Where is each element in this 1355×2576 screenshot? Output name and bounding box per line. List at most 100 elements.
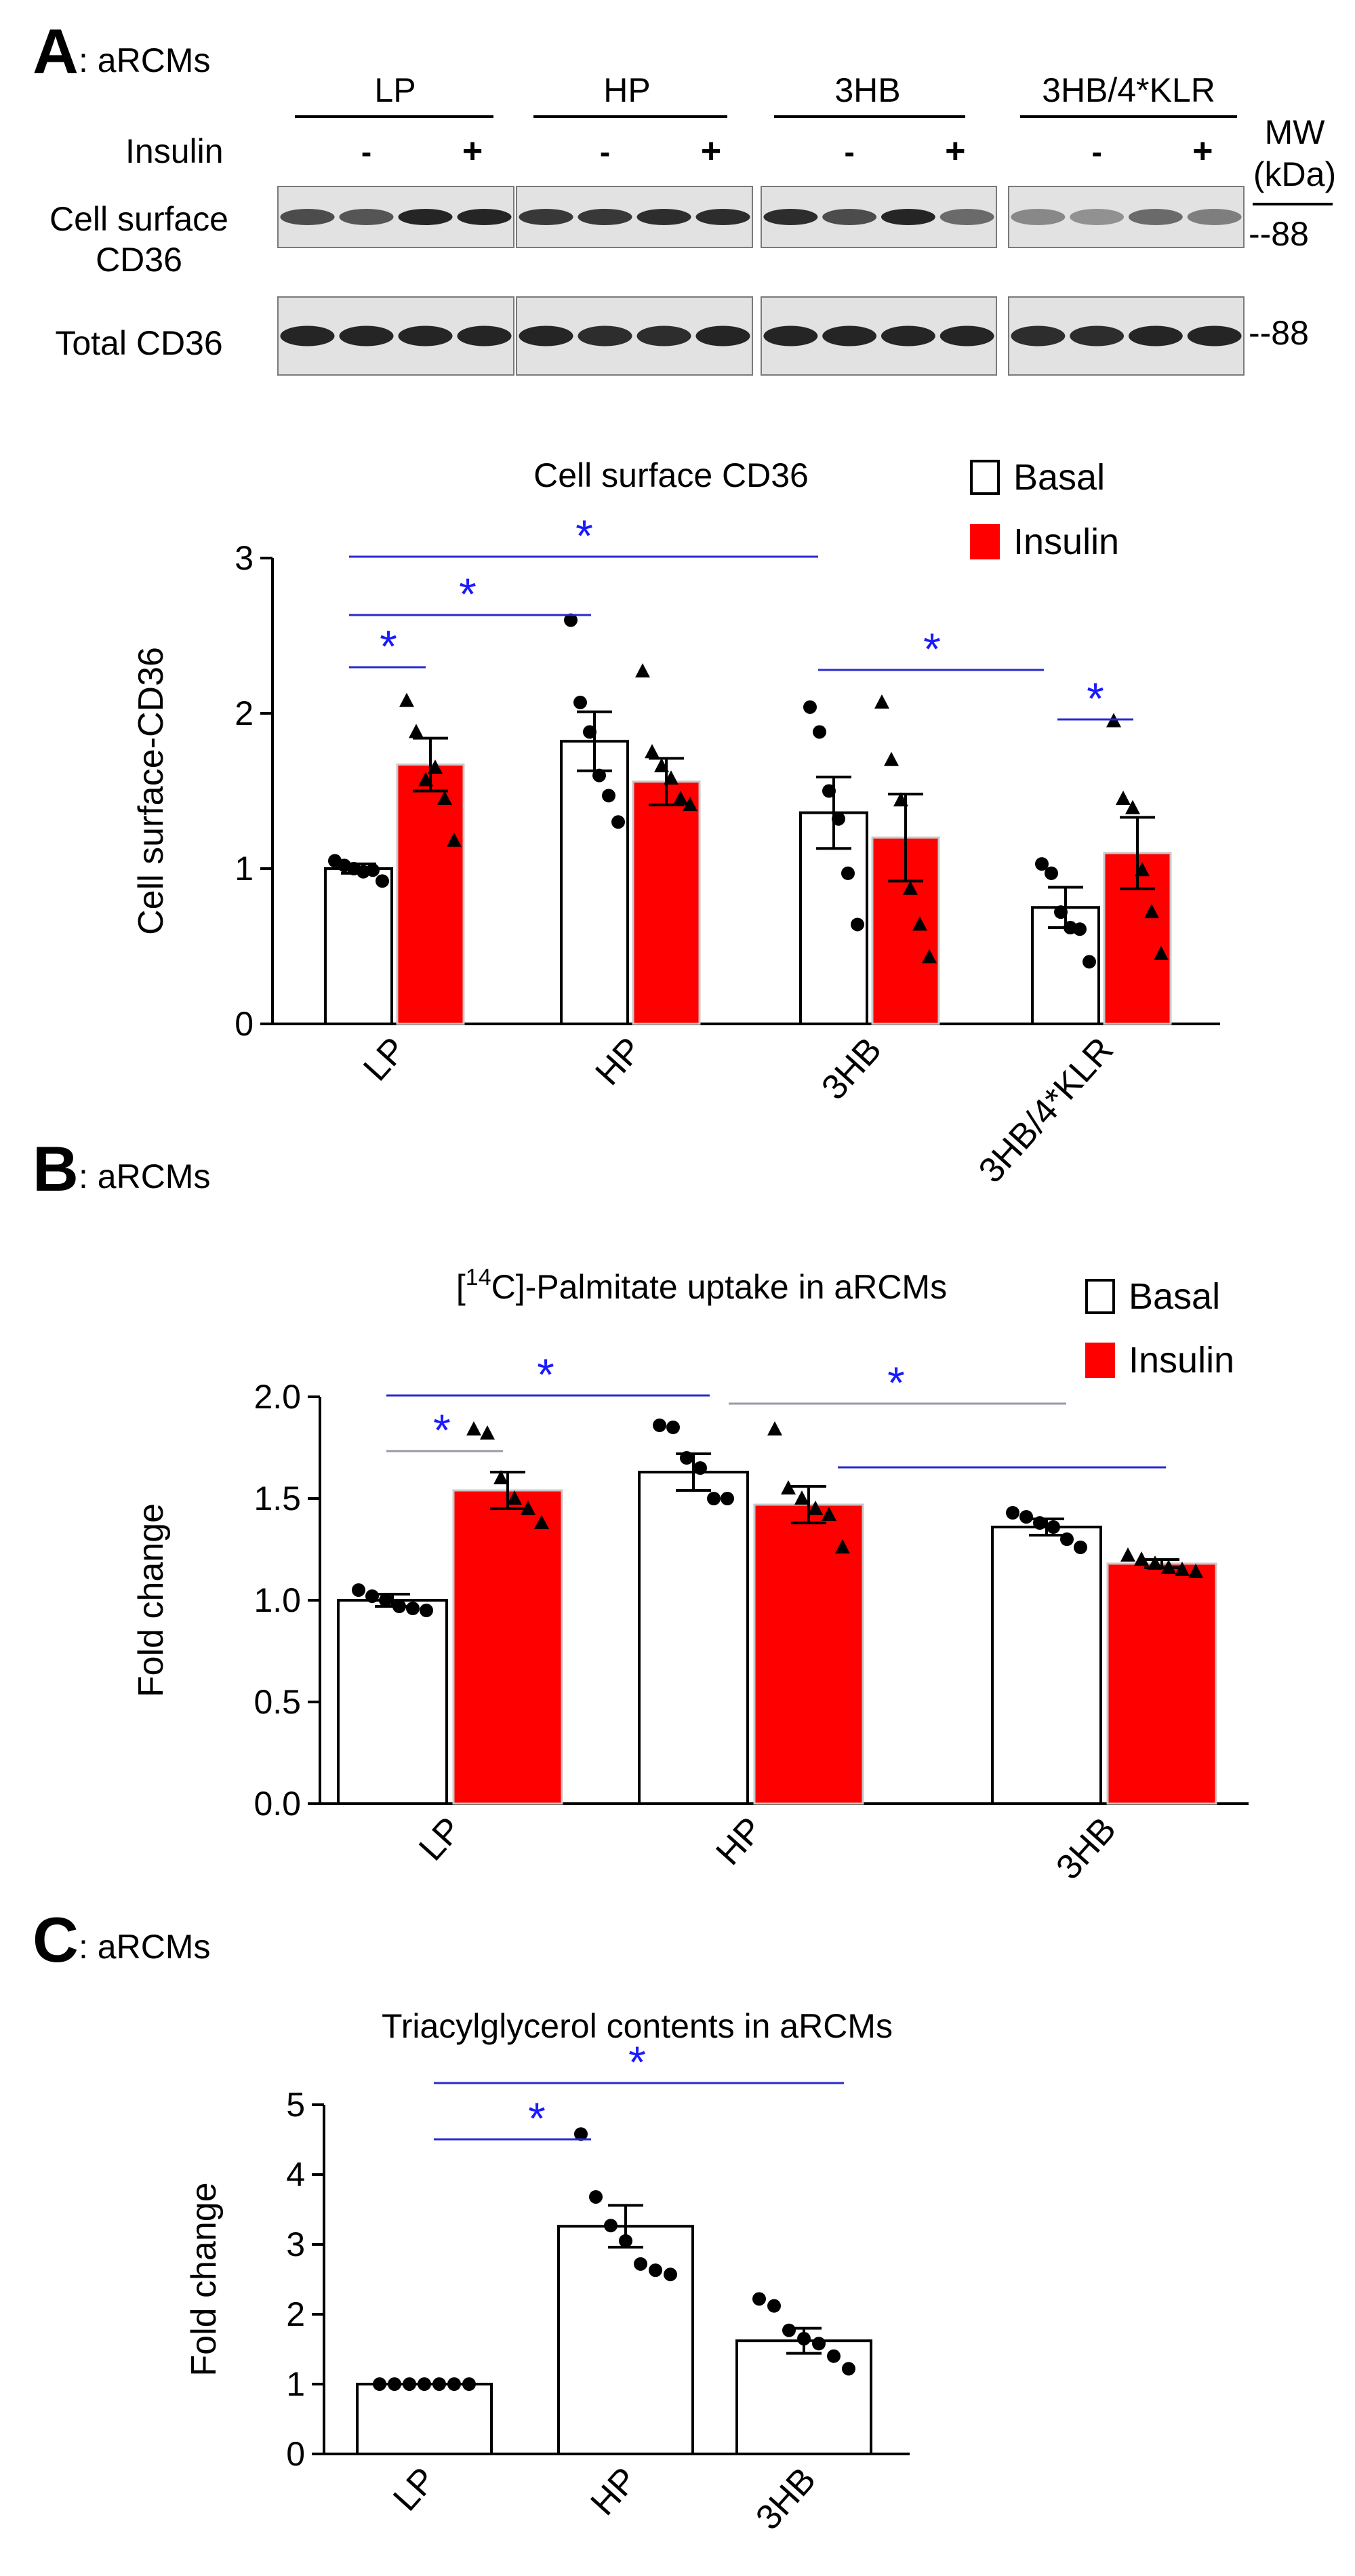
data-point xyxy=(822,1507,836,1521)
bar-insulin xyxy=(452,1489,563,1805)
bar-basal xyxy=(638,1471,749,1805)
blot-band xyxy=(578,325,632,346)
blot-strips xyxy=(277,186,1245,376)
insulin-sign-plus: + xyxy=(945,132,965,171)
blot-insulin-signs: - + - + - + - + xyxy=(361,132,1213,171)
data-point xyxy=(1060,1532,1074,1546)
blot-band xyxy=(939,209,994,225)
panel-c-suffix: : aRCMs xyxy=(79,1928,210,1966)
data-point xyxy=(366,863,380,877)
blot-band xyxy=(695,209,750,225)
insulin-sign-minus: - xyxy=(361,134,371,170)
data-point xyxy=(693,1461,707,1475)
y-tick-label: 1.0 xyxy=(254,1581,301,1619)
y-tick-label: 0.5 xyxy=(254,1683,301,1721)
blot-group-headers: LP HP 3HB 3HB/4*KLR xyxy=(295,71,1237,118)
blot-band xyxy=(881,325,935,346)
data-point xyxy=(1035,857,1049,871)
x-tick-label: HP xyxy=(583,2460,645,2523)
blot-band xyxy=(398,209,453,225)
chart-title: Cell surface CD36 xyxy=(533,456,809,494)
title-part: [ xyxy=(456,1268,466,1306)
data-point xyxy=(399,692,414,707)
x-tick-label: 3HB xyxy=(1049,1810,1124,1887)
data-point xyxy=(619,2234,632,2248)
y-tick-label: 1 xyxy=(235,850,254,888)
data-point xyxy=(721,1492,734,1505)
blot-row-label: CD36 xyxy=(96,241,182,279)
significance-star: * xyxy=(575,511,593,561)
data-point xyxy=(634,2257,647,2271)
y-tick-label: 0 xyxy=(286,2435,305,2473)
data-point xyxy=(1019,1510,1033,1524)
insulin-sign-plus: + xyxy=(1192,132,1213,171)
title-superscript: 14 xyxy=(466,1265,491,1290)
data-point xyxy=(707,1492,721,1505)
bar-basal xyxy=(337,1599,448,1805)
legend-label: Basal xyxy=(1129,1276,1220,1317)
insulin-sign-plus: + xyxy=(701,132,721,171)
data-point xyxy=(534,1515,549,1529)
y-tick-label: 2 xyxy=(286,2295,305,2333)
data-point xyxy=(1083,955,1096,969)
data-point xyxy=(583,725,596,739)
y-tick-label: 2 xyxy=(235,694,254,732)
data-point xyxy=(1161,1560,1176,1574)
significance-star: * xyxy=(528,2093,546,2143)
data-point xyxy=(813,725,826,739)
blot-band xyxy=(398,325,453,346)
blot-group-3hb-4klr: 3HB/4*KLR xyxy=(1042,71,1215,109)
bar-insulin xyxy=(396,764,465,1025)
data-point xyxy=(466,1421,481,1435)
blot-kda-label: (kDa) xyxy=(1253,155,1336,193)
data-point xyxy=(822,784,836,798)
data-point xyxy=(428,759,443,774)
x-tick-label: 3HB xyxy=(814,1030,889,1107)
data-point xyxy=(611,815,625,829)
data-point xyxy=(379,1593,392,1607)
blot-band xyxy=(1128,325,1183,346)
y-tick-label: 1 xyxy=(286,2365,305,2403)
legend-label: Insulin xyxy=(1013,521,1119,562)
blot-band xyxy=(822,209,877,225)
blot-band xyxy=(1187,209,1242,225)
data-point xyxy=(418,2377,431,2391)
blot-row-label: Total CD36 xyxy=(55,324,222,362)
blot-band xyxy=(695,325,750,346)
x-tick-label: LP xyxy=(356,1030,414,1088)
blot-band xyxy=(578,209,632,225)
data-point xyxy=(654,757,669,772)
data-point xyxy=(392,1600,406,1613)
legend-swatch xyxy=(970,524,1000,559)
y-axis-label: Fold change xyxy=(184,2182,224,2376)
blot-mw-marker: --88 xyxy=(1249,314,1309,352)
bar-basal xyxy=(735,2339,872,2455)
insulin-sign-plus: + xyxy=(462,132,483,171)
data-point xyxy=(352,1583,365,1597)
blot-band xyxy=(1011,325,1066,346)
chart-title: [14C]-Palmitate uptake in aRCMs xyxy=(456,1265,947,1306)
blot-group-lp: LP xyxy=(374,71,416,109)
blot-band xyxy=(636,325,691,346)
data-point xyxy=(1073,922,1087,936)
bar-basal xyxy=(560,740,629,1025)
significance-star: * xyxy=(628,2037,646,2087)
data-point xyxy=(922,949,937,964)
data-point xyxy=(649,2263,662,2278)
legend-swatch xyxy=(970,460,1000,495)
x-tick-label: HP xyxy=(708,1810,770,1873)
blot-mw-label: MW xyxy=(1265,113,1326,151)
data-point xyxy=(812,2337,826,2351)
data-point xyxy=(794,1490,809,1505)
data-point xyxy=(432,2377,446,2391)
significance-star: * xyxy=(887,1358,905,1408)
data-point xyxy=(493,1470,508,1484)
data-point xyxy=(480,1425,495,1440)
data-point xyxy=(683,797,697,812)
data-point xyxy=(507,1490,522,1505)
data-point xyxy=(851,917,864,932)
data-point xyxy=(767,1421,782,1435)
data-point xyxy=(1054,905,1068,919)
blot-band xyxy=(1011,209,1066,225)
